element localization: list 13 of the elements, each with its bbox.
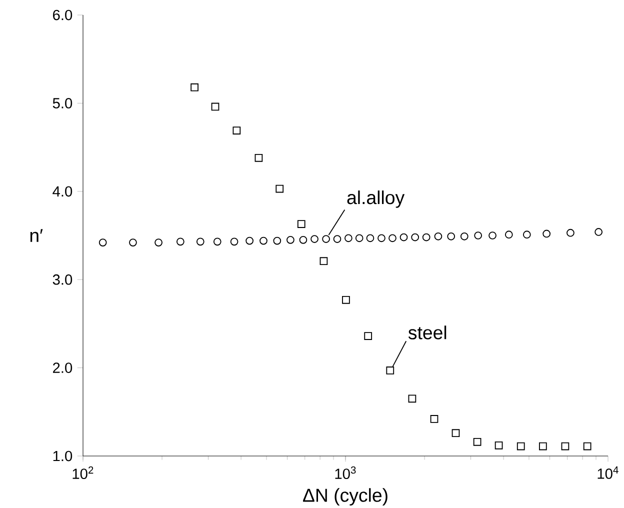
y-tick-label: 2.0: [53, 362, 72, 373]
series-label: al.alloy: [347, 190, 405, 208]
y-tick-label: 6.0: [53, 10, 72, 20]
x-tick-label: 10$^{4}$: [598, 466, 618, 479]
y-axis-title: n′: [30, 229, 43, 242]
x-tick-label: 10$^{2}$: [72, 466, 94, 480]
x-axis-title: ΔN (cycle): [303, 488, 388, 506]
series-label: steel: [408, 326, 446, 340]
y-tick-label: 1.0: [53, 450, 72, 462]
y-tick-label: 3.0: [52, 274, 72, 285]
y-tick-label: 4.0: [52, 186, 72, 197]
y-tick-label: 5.0: [52, 98, 72, 108]
x-tick-label: 10$^{3}$: [335, 466, 356, 480]
